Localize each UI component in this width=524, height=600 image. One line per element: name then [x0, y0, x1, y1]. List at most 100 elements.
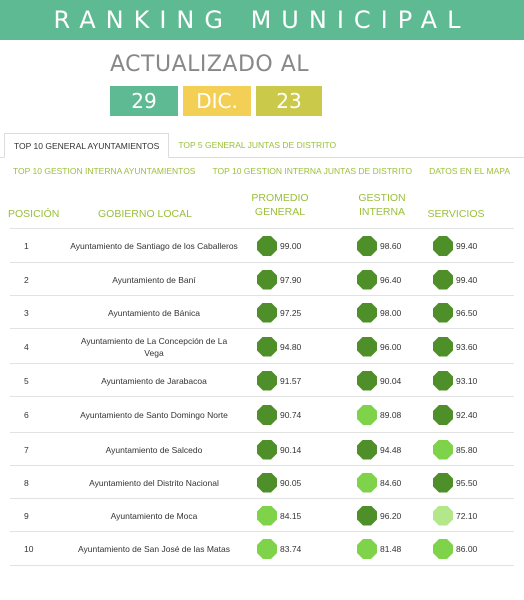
- table-row: 10 Ayuntamiento de San José de las Matas 8…: [10, 531, 514, 565]
- average-score-indicator: [257, 472, 277, 493]
- services-score-value: 99.40: [456, 241, 478, 251]
- page-title: RANKING MUNICIPAL: [53, 6, 471, 34]
- table-row: 5 Ayuntamiento de Jarabacoa 91.57 90.04 93.1…: [10, 363, 514, 396]
- date-year-box: 23: [256, 86, 322, 116]
- table-end-divider: [10, 565, 514, 566]
- internal-score-value: 81.48: [380, 544, 402, 554]
- services-score-value: 93.60: [456, 341, 478, 352]
- average-score-indicator: [257, 505, 277, 526]
- row-government: Ayuntamiento de Salcedo: [105, 444, 203, 455]
- row-government: Ayuntamiento de Jarabacoa: [101, 375, 207, 386]
- tab-top5-general-juntas[interactable]: TOP 5 GENERAL JUNTAS DE DISTRITO: [178, 140, 337, 150]
- ranking-table-body: 1 Ayuntamiento de Santiago de los Caballe…: [0, 228, 524, 566]
- services-score-indicator: [433, 539, 453, 559]
- services-score-value: 99.40: [456, 274, 478, 285]
- tab-datos-mapa[interactable]: DATOS EN EL MAPA: [429, 166, 510, 176]
- average-score-value: 90.14: [280, 444, 302, 455]
- row-position: 9: [24, 510, 29, 521]
- services-score-value: 92.40: [456, 410, 478, 420]
- average-score-indicator: [257, 269, 277, 290]
- services-score-indicator: [433, 505, 453, 526]
- table-row: 8 Ayuntamiento del Distrito Nacional 90.05…: [10, 465, 514, 498]
- table-row: 9 Ayuntamiento de Moca 84.15 96.20 72.10: [10, 498, 514, 531]
- header-average: PROMEDIO GENERAL: [245, 191, 315, 219]
- services-score-value: 93.10: [456, 375, 478, 386]
- internal-score-value: 94.48: [380, 444, 402, 455]
- average-score-indicator: [257, 439, 277, 460]
- internal-score-value: 89.08: [380, 410, 402, 420]
- internal-score-indicator: [357, 336, 377, 357]
- row-position: 5: [24, 375, 29, 386]
- secondary-tabs: TOP 10 GESTION INTERNA AYUNTAMIENTOS TOP…: [0, 160, 524, 182]
- average-score-indicator: [257, 236, 277, 256]
- ranking-banner: RANKING MUNICIPAL: [0, 0, 524, 40]
- row-position: 4: [24, 341, 29, 352]
- row-position: 10: [24, 544, 34, 554]
- services-score-value: 86.00: [456, 544, 478, 554]
- row-position: 1: [24, 241, 29, 251]
- row-government: Ayuntamiento de Baní: [112, 274, 196, 285]
- header-internal-line2: INTERNA: [358, 206, 406, 218]
- internal-score-value: 84.60: [380, 477, 402, 488]
- table-row: 3 Ayuntamiento de Bánica 97.25 98.00 96.50: [10, 295, 514, 328]
- internal-score-indicator: [357, 269, 377, 290]
- tab-top10-general-ayuntamientos[interactable]: TOP 10 GENERAL AYUNTAMIENTOS: [4, 133, 170, 158]
- internal-score-indicator: [357, 539, 377, 559]
- internal-score-indicator: [357, 505, 377, 526]
- updated-label: ACTUALIZADO AL: [110, 52, 310, 77]
- services-score-value: 85.80: [456, 444, 478, 455]
- header-average-line1: PROMEDIO: [251, 192, 309, 204]
- table-row: 6 Ayuntamiento de Santo Domingo Norte 90.7…: [10, 396, 514, 432]
- internal-score-value: 96.40: [380, 274, 402, 285]
- header-average-line2: GENERAL: [254, 206, 306, 218]
- average-score-indicator: [257, 336, 277, 357]
- services-score-value: 96.50: [456, 307, 478, 318]
- average-score-value: 94.80: [280, 341, 302, 352]
- services-score-indicator: [433, 336, 453, 357]
- primary-tabs: TOP 10 GENERAL AYUNTAMIENTOS TOP 5 GENER…: [4, 133, 345, 158]
- average-score-value: 84.15: [280, 510, 302, 521]
- internal-score-indicator: [357, 405, 377, 425]
- row-government: Ayuntamiento de Santo Domingo Norte: [80, 410, 228, 420]
- row-government: Ayuntamiento de Bánica: [108, 307, 200, 318]
- row-position: 7: [24, 444, 29, 455]
- services-score-indicator: [433, 439, 453, 460]
- table-row: 1 Ayuntamiento de Santiago de los Caballe…: [10, 228, 514, 262]
- header-internal-line1: GESTION: [358, 192, 406, 204]
- header-internal: GESTION INTERNA: [347, 191, 417, 219]
- internal-score-indicator: [357, 439, 377, 460]
- average-score-indicator: [257, 302, 277, 323]
- row-position: 8: [24, 477, 29, 488]
- average-score-indicator: [257, 370, 277, 391]
- services-score-value: 95.50: [456, 477, 478, 488]
- services-score-indicator: [433, 236, 453, 256]
- tab-top10-gestion-ayuntamientos[interactable]: TOP 10 GESTION INTERNA AYUNTAMIENTOS: [13, 166, 196, 176]
- row-government: Ayuntamiento de Santiago de los Caballer…: [70, 241, 238, 251]
- average-score-value: 90.74: [280, 410, 302, 420]
- row-position: 2: [24, 274, 29, 285]
- internal-score-value: 90.04: [380, 375, 402, 386]
- internal-score-indicator: [357, 302, 377, 323]
- header-position: POSICIÓN: [8, 208, 60, 220]
- date-month-box: DIC.: [183, 86, 251, 116]
- average-score-value: 90.05: [280, 477, 302, 488]
- internal-score-value: 96.00: [380, 341, 402, 352]
- services-score-indicator: [433, 472, 453, 493]
- average-score-indicator: [257, 405, 277, 425]
- row-government: Ayuntamiento de Moca: [110, 510, 198, 521]
- average-score-indicator: [257, 539, 277, 559]
- services-score-indicator: [433, 302, 453, 323]
- row-government: Ayuntamiento de La Concepción de La Vega: [80, 335, 228, 358]
- services-score-indicator: [433, 405, 453, 425]
- tab-top10-gestion-juntas[interactable]: TOP 10 GESTION INTERNA JUNTAS DE DISTRIT…: [212, 166, 413, 176]
- row-government: Ayuntamiento de San José de las Matas: [78, 544, 230, 554]
- date-day-box: 29: [110, 86, 178, 116]
- average-score-value: 83.74: [280, 544, 302, 554]
- row-position: 3: [24, 307, 29, 318]
- average-score-value: 99.00: [280, 241, 302, 251]
- internal-score-indicator: [357, 472, 377, 493]
- table-row: 4 Ayuntamiento de La Concepción de La Veg…: [10, 328, 514, 363]
- internal-score-value: 98.60: [380, 241, 402, 251]
- tabs-divider: [0, 157, 524, 158]
- internal-score-value: 98.00: [380, 307, 402, 318]
